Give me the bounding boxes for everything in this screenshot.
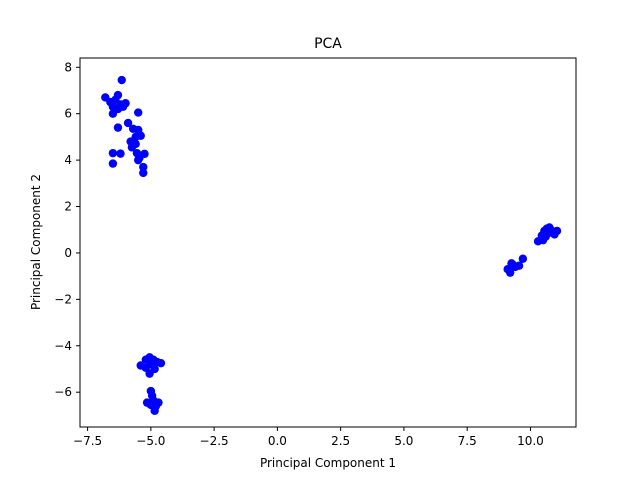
data-point: [113, 90, 123, 100]
data-point: [156, 358, 166, 368]
x-tick-label: 0.0: [268, 434, 287, 448]
data-point: [518, 254, 528, 263]
data-point: [507, 259, 516, 268]
y-tick-label: 4: [64, 153, 72, 167]
points-layer: [101, 75, 562, 415]
data-point: [108, 109, 118, 118]
y-tick-label: −2: [54, 292, 72, 306]
data-point: [136, 131, 145, 140]
x-tick-label: −5.0: [136, 434, 165, 448]
data-point: [150, 364, 159, 374]
data-point: [108, 148, 118, 158]
data-point: [139, 162, 148, 172]
x-axis-label: Principal Component 1: [260, 456, 396, 470]
x-tick-label: −7.5: [73, 434, 102, 448]
x-tick-label: 10.0: [517, 434, 544, 448]
y-axis-ticks: −6 −4 −2 0 2 4 6 8: [54, 60, 80, 399]
chart-title: PCA: [314, 36, 342, 52]
data-point: [108, 159, 118, 168]
data-point: [552, 226, 562, 236]
data-point: [134, 155, 143, 165]
y-tick-label: −6: [54, 385, 72, 399]
data-point: [140, 149, 149, 159]
x-tick-label: 5.0: [394, 434, 413, 448]
data-point: [116, 149, 125, 158]
data-point: [139, 168, 148, 178]
data-point: [134, 108, 143, 117]
y-tick-label: 2: [64, 200, 72, 214]
y-tick-label: −4: [54, 339, 72, 353]
plot-frame: [79, 57, 577, 428]
x-axis-ticks: −7.5 −5.0 −2.5 0.0 2.5 5.0 7.5 10.0: [73, 427, 544, 448]
y-tick-label: 8: [64, 60, 72, 74]
data-point: [514, 261, 524, 270]
data-point: [506, 268, 515, 277]
x-tick-label: −2.5: [200, 434, 229, 448]
data-point: [118, 102, 128, 111]
x-tick-label: 2.5: [331, 434, 350, 448]
data-point: [147, 357, 157, 367]
data-point: [127, 143, 137, 152]
y-tick-label: 0: [64, 246, 72, 260]
data-point: [541, 232, 550, 241]
y-axis-label: Principal Component 2: [29, 174, 43, 310]
data-point: [150, 406, 159, 415]
data-point: [117, 75, 126, 85]
data-point: [123, 118, 133, 128]
data-point: [113, 123, 123, 132]
y-tick-label: 6: [64, 107, 72, 121]
x-tick-label: 7.5: [458, 434, 477, 448]
